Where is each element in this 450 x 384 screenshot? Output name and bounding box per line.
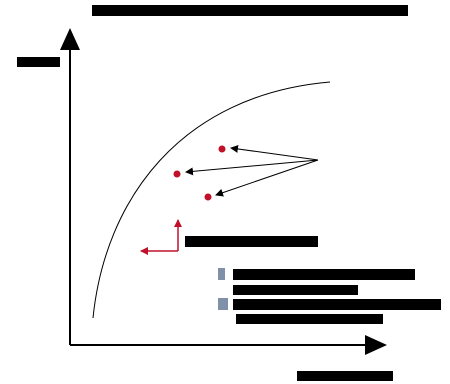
redacted-legend-text xyxy=(233,269,415,280)
point xyxy=(218,145,226,153)
point xyxy=(173,170,181,178)
pointer-arrow xyxy=(215,159,319,197)
legend-swatch xyxy=(218,298,228,310)
redacted-annotation xyxy=(185,236,318,247)
x-axis-arrow xyxy=(365,335,387,355)
redacted-x-label xyxy=(297,371,393,381)
redacted-title xyxy=(92,5,408,16)
pointer-arrow xyxy=(230,144,319,161)
legend-swatch xyxy=(218,268,225,280)
redacted-legend-text xyxy=(236,314,383,324)
point xyxy=(204,193,212,201)
pointer-arrow xyxy=(185,159,319,176)
curve xyxy=(92,81,331,319)
redacted-y-label xyxy=(17,57,60,67)
redacted-legend-text xyxy=(233,299,441,310)
y-axis-arrow xyxy=(60,28,80,50)
redacted-legend-text xyxy=(233,285,358,295)
